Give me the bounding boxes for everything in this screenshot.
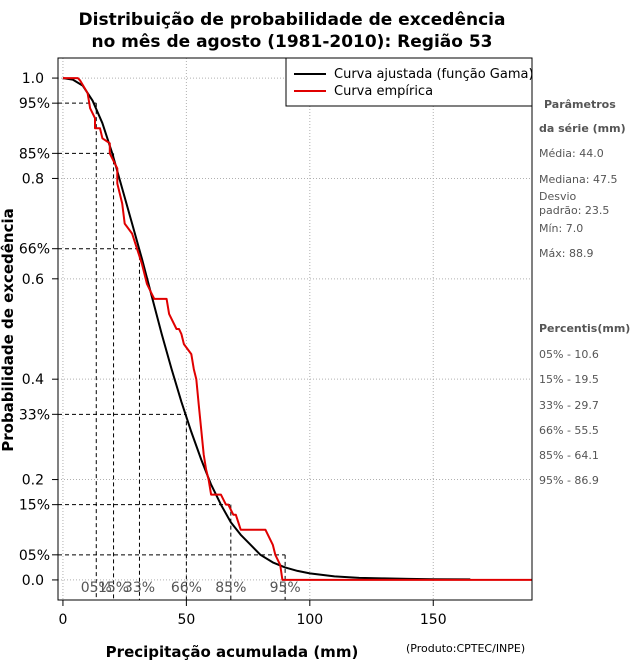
chart-title-line1: Distribuição de probabilidade de excedên… [79,10,506,30]
param-desvio-line2: padrão: 23.5 [539,204,609,217]
y-tick-label: 0.4 [22,372,44,388]
x-axis-title: Precipitação acumulada (mm) [106,643,359,660]
y-tick-label: 0.6 [22,272,44,288]
param-desvio-line1: Desvio [539,190,577,203]
percentile-x-label: 33% [124,580,155,596]
param-mediana: Mediana: 47.5 [539,173,617,186]
empirical-curve [62,77,532,581]
credit-text: (Produto:CPTEC/INPE) [406,642,525,655]
percentile-dashed-lines [58,102,286,600]
percentile-x-label: 05% [81,580,112,596]
legend-box [285,57,533,107]
percentil-item: 15% - 19.5 [539,373,599,386]
x-tick-label: 150 [420,612,447,628]
param-min: Mín: 7.0 [539,222,583,235]
y-percent-tick-label: 15% [19,498,50,514]
y-percent-tick-label: 85% [19,146,50,162]
series-layer [62,77,532,581]
percentile-x-label: 66% [171,580,202,596]
y-tick-label: 0.2 [22,473,44,489]
plot-frame [57,57,533,601]
chart-title-line2: no mês de agosto (1981-2010): Região 53 [91,32,492,52]
grid-lines [58,58,532,600]
fitted-gamma-curve [62,77,471,581]
legend-label-fitted: Curva ajustada (função Gama) [334,67,534,82]
y-percent-tick-label: 95% [19,96,50,112]
percentile-x-label: 85% [215,580,246,596]
percentil-item: 85% - 64.1 [539,449,599,462]
y-percent-tick-label: 05% [19,548,50,564]
y-percent-tick-label: 33% [19,407,50,423]
y-tick-label: 0.0 [22,573,44,589]
percentile-labels: 05%15%33% 66% 85% 95% [81,580,301,596]
y-percent-tick-label: 66% [19,242,50,258]
percentile-x-label: 15% [98,580,129,596]
x-tick-label: 100 [296,612,323,628]
y-tick-label: 0.8 [22,171,44,187]
axis-ticks: 0 50 100 1500.00.20.40.60.81.005%15%33%66%8… [19,71,447,628]
param-media: Média: 44.0 [539,147,604,160]
legend-label-empirical: Curva empírica [334,84,433,99]
percentil-item: 05% - 10.6 [539,348,599,361]
percentil-item: 95% - 86.9 [539,474,599,487]
legend: Curva ajustada (função Gama) Curva empír… [285,57,534,107]
percentil-item: 33% - 29.7 [539,399,599,412]
x-tick-label: 50 [177,612,195,628]
param-max: Máx: 88.9 [539,247,593,260]
params-title-line2: da série (mm) [539,122,626,135]
y-tick-label: 1.0 [22,71,44,87]
side-panel: Parâmetros da série (mm) Média: 44.0 Med… [539,98,630,487]
percentis-title: Percentis(mm) [539,322,630,335]
percentil-item: 66% - 55.5 [539,424,599,437]
params-title-line1: Parâmetros [544,98,616,111]
y-axis-title: Probabilidade de excedência [0,208,17,452]
percentile-x-label: 95% [270,580,301,596]
x-tick-label: 0 [58,612,67,628]
